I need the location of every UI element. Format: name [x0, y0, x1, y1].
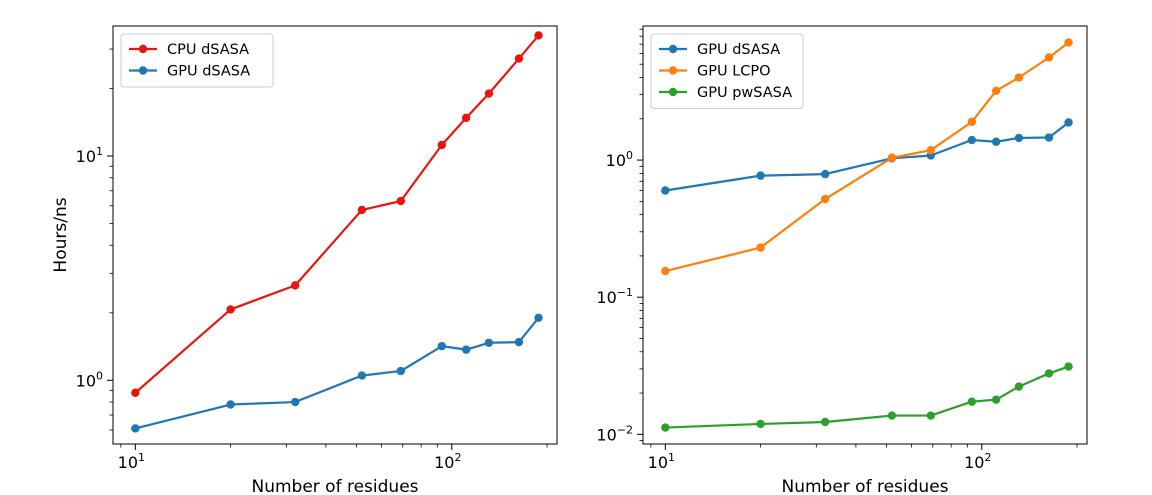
data-point	[661, 186, 670, 195]
x-tick-label: 101	[648, 451, 675, 472]
series-line-gpu-dsasa	[665, 121, 1070, 192]
left-chart-panel: 101 102 100 101 Number of residues Hours/ns CP…	[51, 25, 558, 495]
x-tick-label: 101	[118, 451, 145, 472]
data-point	[357, 205, 367, 215]
data-point	[967, 117, 977, 127]
data-point	[887, 153, 897, 162]
y-tick-label: 100	[76, 369, 103, 390]
data-point	[820, 194, 830, 204]
x-tick-label: 102	[964, 451, 991, 472]
data-point	[661, 266, 670, 276]
data-point	[514, 337, 524, 347]
data-point	[437, 341, 447, 351]
data-point	[226, 400, 235, 409]
legend-label: GPU pwSASA	[697, 85, 792, 101]
data-point	[461, 345, 471, 354]
data-point	[756, 171, 765, 180]
data-point	[396, 196, 405, 206]
data-point	[396, 366, 405, 376]
axes-frame	[642, 25, 1088, 445]
y-axis-label: Hours/ns	[51, 197, 71, 272]
legend-marker	[138, 44, 148, 54]
legend-marker	[668, 44, 678, 54]
legend-label: GPU dSASA	[167, 64, 250, 80]
data-point	[514, 54, 524, 63]
x-tick-label: 102	[434, 451, 461, 472]
data-point	[661, 423, 670, 432]
legend-marker	[668, 87, 678, 97]
axes-frame	[112, 25, 558, 445]
y-tick-label: 10−1	[596, 286, 633, 307]
data-point	[756, 243, 765, 252]
data-point	[534, 31, 543, 40]
data-point	[484, 338, 494, 347]
data-point	[1064, 38, 1073, 47]
data-point	[926, 411, 935, 420]
data-point	[357, 371, 367, 380]
y-tick-label: 101	[76, 145, 103, 166]
right-chart-panel: 101 102 10−2 10−1 100 Number of residues GPU d…	[596, 25, 1088, 495]
data-point	[887, 411, 897, 420]
legend-marker	[668, 66, 678, 75]
data-point	[820, 417, 830, 427]
data-point	[484, 89, 494, 98]
data-point	[756, 419, 765, 429]
y-tick-label: 10−2	[596, 423, 633, 444]
data-point	[131, 388, 140, 397]
data-point	[991, 137, 1001, 146]
y-tick-label: 100	[606, 149, 633, 170]
data-point	[290, 397, 300, 407]
legend-box	[650, 33, 804, 109]
data-point	[1014, 133, 1024, 143]
data-point	[1044, 133, 1054, 142]
data-point	[1014, 73, 1024, 82]
series-line-gpu-lcpo	[665, 41, 1070, 273]
data-point	[967, 397, 977, 406]
data-point	[534, 313, 543, 322]
data-point	[226, 305, 235, 314]
x-axis-label: Number of residues	[251, 477, 418, 495]
legend-box	[120, 33, 274, 88]
data-point	[967, 135, 977, 145]
data-point	[1044, 53, 1054, 62]
data-point	[290, 281, 300, 290]
data-point	[461, 113, 471, 123]
legend-label: GPU LCPO	[697, 64, 771, 80]
data-point	[1064, 118, 1073, 127]
legend-label: CPU dSASA	[167, 42, 249, 58]
data-point	[1044, 369, 1054, 378]
legend-label: GPU dSASA	[697, 42, 780, 58]
data-point	[437, 140, 447, 150]
legend-marker	[138, 66, 148, 75]
series-line-gpu-pwsasa	[665, 365, 1069, 429]
series-line-gpu-dsasa	[135, 317, 540, 430]
series-line-cpu-dsasa	[134, 34, 540, 394]
data-point	[1064, 362, 1073, 371]
data-point	[131, 424, 140, 433]
data-point	[926, 146, 935, 155]
data-point	[991, 86, 1001, 96]
data-point	[991, 395, 1001, 404]
data-point	[820, 169, 830, 179]
x-axis-label: Number of residues	[781, 477, 948, 495]
data-point	[1014, 382, 1024, 391]
